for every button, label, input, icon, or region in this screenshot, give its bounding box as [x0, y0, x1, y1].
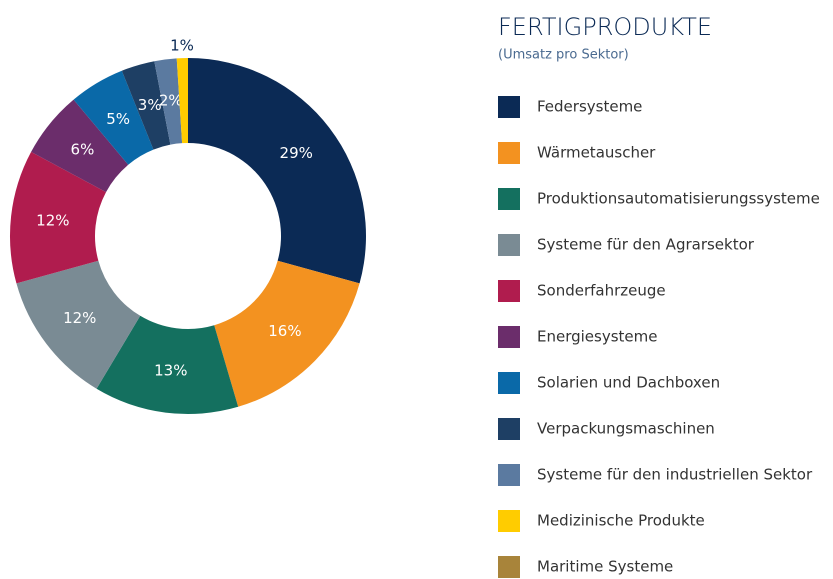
legend-swatch	[498, 326, 520, 348]
slice-label: 3%	[138, 96, 162, 114]
donut-slice	[154, 58, 183, 145]
legend-swatch	[498, 418, 520, 440]
legend-label: Energiesysteme	[537, 328, 658, 346]
chart-subtitle: (Umsatz pro Sektor)	[498, 48, 629, 63]
donut-slice	[96, 315, 239, 415]
legend-label: Maritime Systeme	[537, 558, 673, 576]
legend-swatch	[498, 142, 520, 164]
legend-label: Solarien und Dachboxen	[537, 374, 720, 392]
donut-slice	[188, 58, 366, 284]
slice-label: 29%	[280, 144, 313, 162]
legend-swatch	[498, 280, 520, 302]
legend-swatch	[498, 510, 520, 532]
legend-label: Produktionsautomatisierungssysteme	[537, 190, 820, 208]
legend-label: Systeme für den industriellen Sektor	[537, 466, 813, 484]
legend-swatch	[498, 464, 520, 486]
legend-swatch	[498, 96, 520, 118]
chart-title: FERTIGPRODUKTE	[498, 13, 712, 41]
slice-label: 12%	[36, 211, 69, 229]
legend-swatch	[498, 234, 520, 256]
legend-label: Systeme für den Agrarsektor	[537, 236, 755, 254]
slice-label: 1%	[170, 37, 194, 55]
slice-label: 5%	[106, 110, 130, 128]
donut-slice	[176, 58, 188, 144]
slice-label: 16%	[268, 322, 301, 340]
legend-label: Verpackungsmaschinen	[537, 420, 715, 438]
legend-swatch	[498, 188, 520, 210]
donut-slice	[16, 260, 141, 389]
legend-swatch	[498, 372, 520, 394]
legend-label: Federsysteme	[537, 98, 642, 116]
slice-label: 13%	[154, 361, 187, 379]
donut-slice	[31, 99, 129, 193]
legend-label: Medizinische Produkte	[537, 512, 705, 530]
legend-swatch	[498, 556, 520, 578]
legend-label: Wärmetauscher	[537, 144, 656, 162]
donut-slice	[73, 70, 154, 165]
donut-slice	[214, 260, 360, 407]
donut-slice	[9, 151, 107, 284]
slice-label: 12%	[63, 309, 96, 327]
slice-label: 2%	[159, 92, 183, 110]
legend-label: Sonderfahrzeuge	[537, 282, 666, 300]
slice-label: 6%	[71, 141, 95, 159]
donut-slice	[121, 61, 171, 150]
